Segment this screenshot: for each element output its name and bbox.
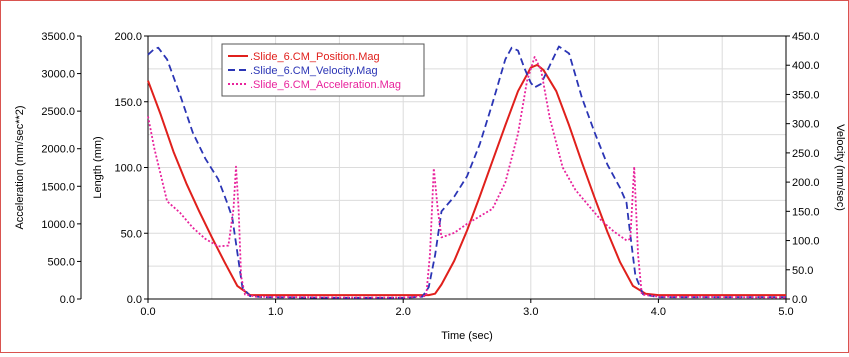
legend-entry-label: .Slide_6.CM_Acceleration.Mag bbox=[250, 79, 401, 91]
axes-group: 0.0 1.0 2.0 3.0 4.0 5.0 Time (sec) 0.0 50.0 100.0… bbox=[14, 31, 846, 342]
acceleration-axis-label: Acceleration (mm/sec**2) bbox=[14, 105, 26, 229]
acceleration-tick-label: 3500.0 bbox=[41, 31, 75, 43]
acceleration-tick-label: 2000.0 bbox=[41, 144, 75, 156]
velocity-tick-label: 350.0 bbox=[792, 89, 820, 101]
velocity-tick-label: 400.0 bbox=[792, 60, 820, 72]
length-axis-label: Length (mm) bbox=[92, 136, 104, 198]
x-tick-label: 3.0 bbox=[523, 306, 538, 318]
length-tick-label: 0.0 bbox=[127, 294, 142, 306]
velocity-tick-label: 200.0 bbox=[792, 177, 820, 189]
velocity-tick-label: 450.0 bbox=[792, 31, 820, 43]
acceleration-tick-label: 500.0 bbox=[47, 256, 75, 268]
legend-entry-label: .Slide_6.CM_Position.Mag bbox=[250, 51, 380, 63]
acceleration-tick-label: 2500.0 bbox=[41, 106, 75, 118]
x-tick-label: 0.0 bbox=[140, 306, 155, 318]
velocity-tick-label: 50.0 bbox=[792, 265, 813, 277]
legend-entry-label: .Slide_6.CM_Velocity.Mag bbox=[250, 65, 378, 77]
series-group bbox=[147, 45, 787, 299]
series-line-acceleration bbox=[147, 56, 787, 299]
length-tick-label: 50.0 bbox=[121, 228, 142, 240]
acceleration-tick-label: 3000.0 bbox=[41, 69, 75, 81]
length-tick-label: 100.0 bbox=[114, 163, 142, 175]
velocity-tick-label: 100.0 bbox=[792, 236, 820, 248]
x-tick-label: 4.0 bbox=[651, 306, 666, 318]
acceleration-tick-label: 1000.0 bbox=[41, 219, 75, 231]
legend-box bbox=[221, 43, 425, 97]
x-tick-label: 1.0 bbox=[268, 306, 283, 318]
velocity-tick-label: 300.0 bbox=[792, 119, 820, 131]
acceleration-tick-label: 1500.0 bbox=[41, 181, 75, 193]
x-tick-label: 5.0 bbox=[778, 306, 793, 318]
velocity-tick-label: 0.0 bbox=[792, 294, 807, 306]
series-line-length bbox=[147, 63, 786, 297]
x-tick-label: 2.0 bbox=[396, 306, 411, 318]
length-tick-label: 150.0 bbox=[114, 97, 142, 109]
velocity-tick-label: 250.0 bbox=[792, 148, 820, 160]
velocity-tick-label: 150.0 bbox=[792, 206, 820, 218]
length-tick-label: 200.0 bbox=[114, 31, 142, 43]
velocity-axis-label: Velocity (mm/sec) bbox=[834, 124, 846, 211]
acceleration-tick-label: 0.0 bbox=[60, 294, 75, 306]
legend: .Slide_6.CM_Position.Mag .Slide_6.CM_Velo… bbox=[221, 43, 425, 97]
x-axis-label: Time (sec) bbox=[441, 330, 493, 342]
